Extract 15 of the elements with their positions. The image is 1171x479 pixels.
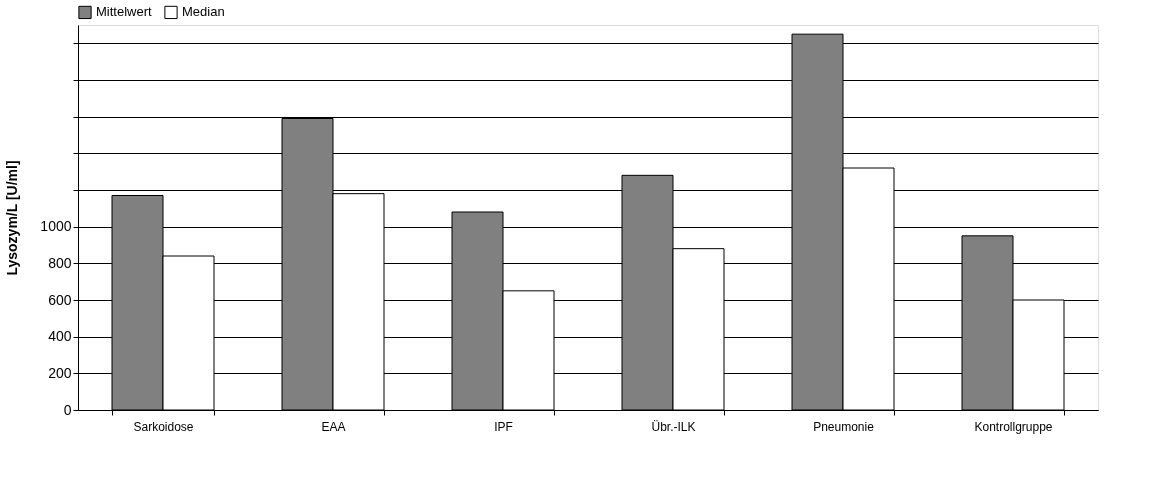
y-tick-label: 200 — [48, 364, 72, 381]
x-tick-label: Übr.-ILK — [651, 419, 696, 434]
x-tick-label: Kontrollgruppe — [974, 419, 1053, 434]
x-tick-label: EAA — [321, 419, 346, 434]
x-tick-label: Pneumonie — [813, 419, 875, 434]
x-tick-label: IPF — [494, 419, 513, 434]
y-axis-title: Lysozym/L [U/ml] — [4, 160, 21, 276]
y-tick-label: 800 — [48, 254, 72, 271]
x-tick-label: Sarkoidose — [133, 419, 194, 434]
y-tick-label: 1000 — [40, 218, 72, 235]
y-tick-label: 400 — [48, 328, 72, 345]
y-tick-label: 0 — [63, 401, 72, 418]
legend-label: Mittelwert — [96, 4, 153, 20]
y-tick-label: 600 — [48, 291, 72, 308]
legend-label: Median — [182, 4, 225, 20]
